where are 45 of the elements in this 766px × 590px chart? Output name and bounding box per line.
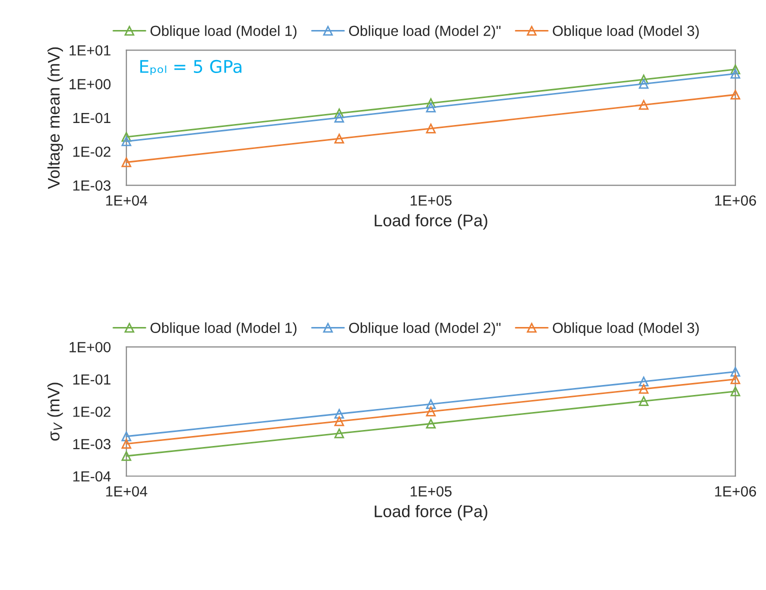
- point: [122, 157, 132, 168]
- point: [122, 136, 132, 146]
- annotation: Eₚₒₗ = 5 GPa: [140, 60, 242, 75]
- point: [122, 451, 132, 461]
- y-tick-label: 1E-01: [73, 112, 110, 124]
- x-tick-label: 1E+04: [106, 486, 148, 497]
- legend-label: Oblique load (Model 2)": [349, 25, 500, 39]
- y-tick-label: 1E-03: [73, 438, 110, 450]
- y-tick-label: 1E+00: [70, 79, 111, 90]
- point: [730, 366, 740, 377]
- point: [426, 102, 436, 112]
- point: [730, 64, 740, 74]
- y-tick-label: 1E-02: [73, 406, 110, 417]
- point: [730, 68, 740, 79]
- point: [122, 438, 132, 449]
- point: [426, 418, 436, 429]
- point: [426, 98, 436, 108]
- y-tick-label: 1E+01: [70, 45, 110, 56]
- point: [730, 374, 740, 384]
- y-tick-label: 1E-01: [73, 374, 110, 385]
- x-tick-label: 1E+05: [410, 195, 452, 206]
- x-tick-label: 1E+06: [715, 195, 756, 206]
- legend-label: Oblique load (Model 2)": [349, 322, 500, 336]
- point: [426, 406, 436, 416]
- point: [730, 386, 740, 396]
- point: [426, 399, 436, 409]
- y-tick-label: 1E-02: [73, 146, 110, 157]
- y-axis-title: σ$_{V}$ (mV): [47, 382, 63, 441]
- y-tick-label: 1E-04: [73, 471, 111, 482]
- y-tick-label: 1E-03: [73, 180, 110, 191]
- legend-label: Oblique load (Model 1): [150, 25, 296, 39]
- y-tick-label: 1E+00: [70, 342, 111, 352]
- legend-label: Oblique load (Model 3): [552, 25, 699, 39]
- point: [122, 432, 132, 442]
- x-axis-title: Load force (Pa): [374, 505, 488, 521]
- legend-label: Oblique load (Model 1): [150, 322, 296, 336]
- y-axis-title: Voltage mean (mV): [47, 47, 63, 189]
- x-tick-label: 1E+06: [715, 486, 756, 497]
- x-tick-label: 1E+04: [106, 195, 148, 206]
- x-tick-label: 1E+05: [410, 486, 452, 497]
- point: [122, 132, 132, 142]
- x-axis-title: Load force (Pa): [374, 214, 488, 230]
- point: [730, 90, 740, 100]
- point: [426, 124, 436, 134]
- legend-label: Oblique load (Model 3): [552, 322, 699, 336]
